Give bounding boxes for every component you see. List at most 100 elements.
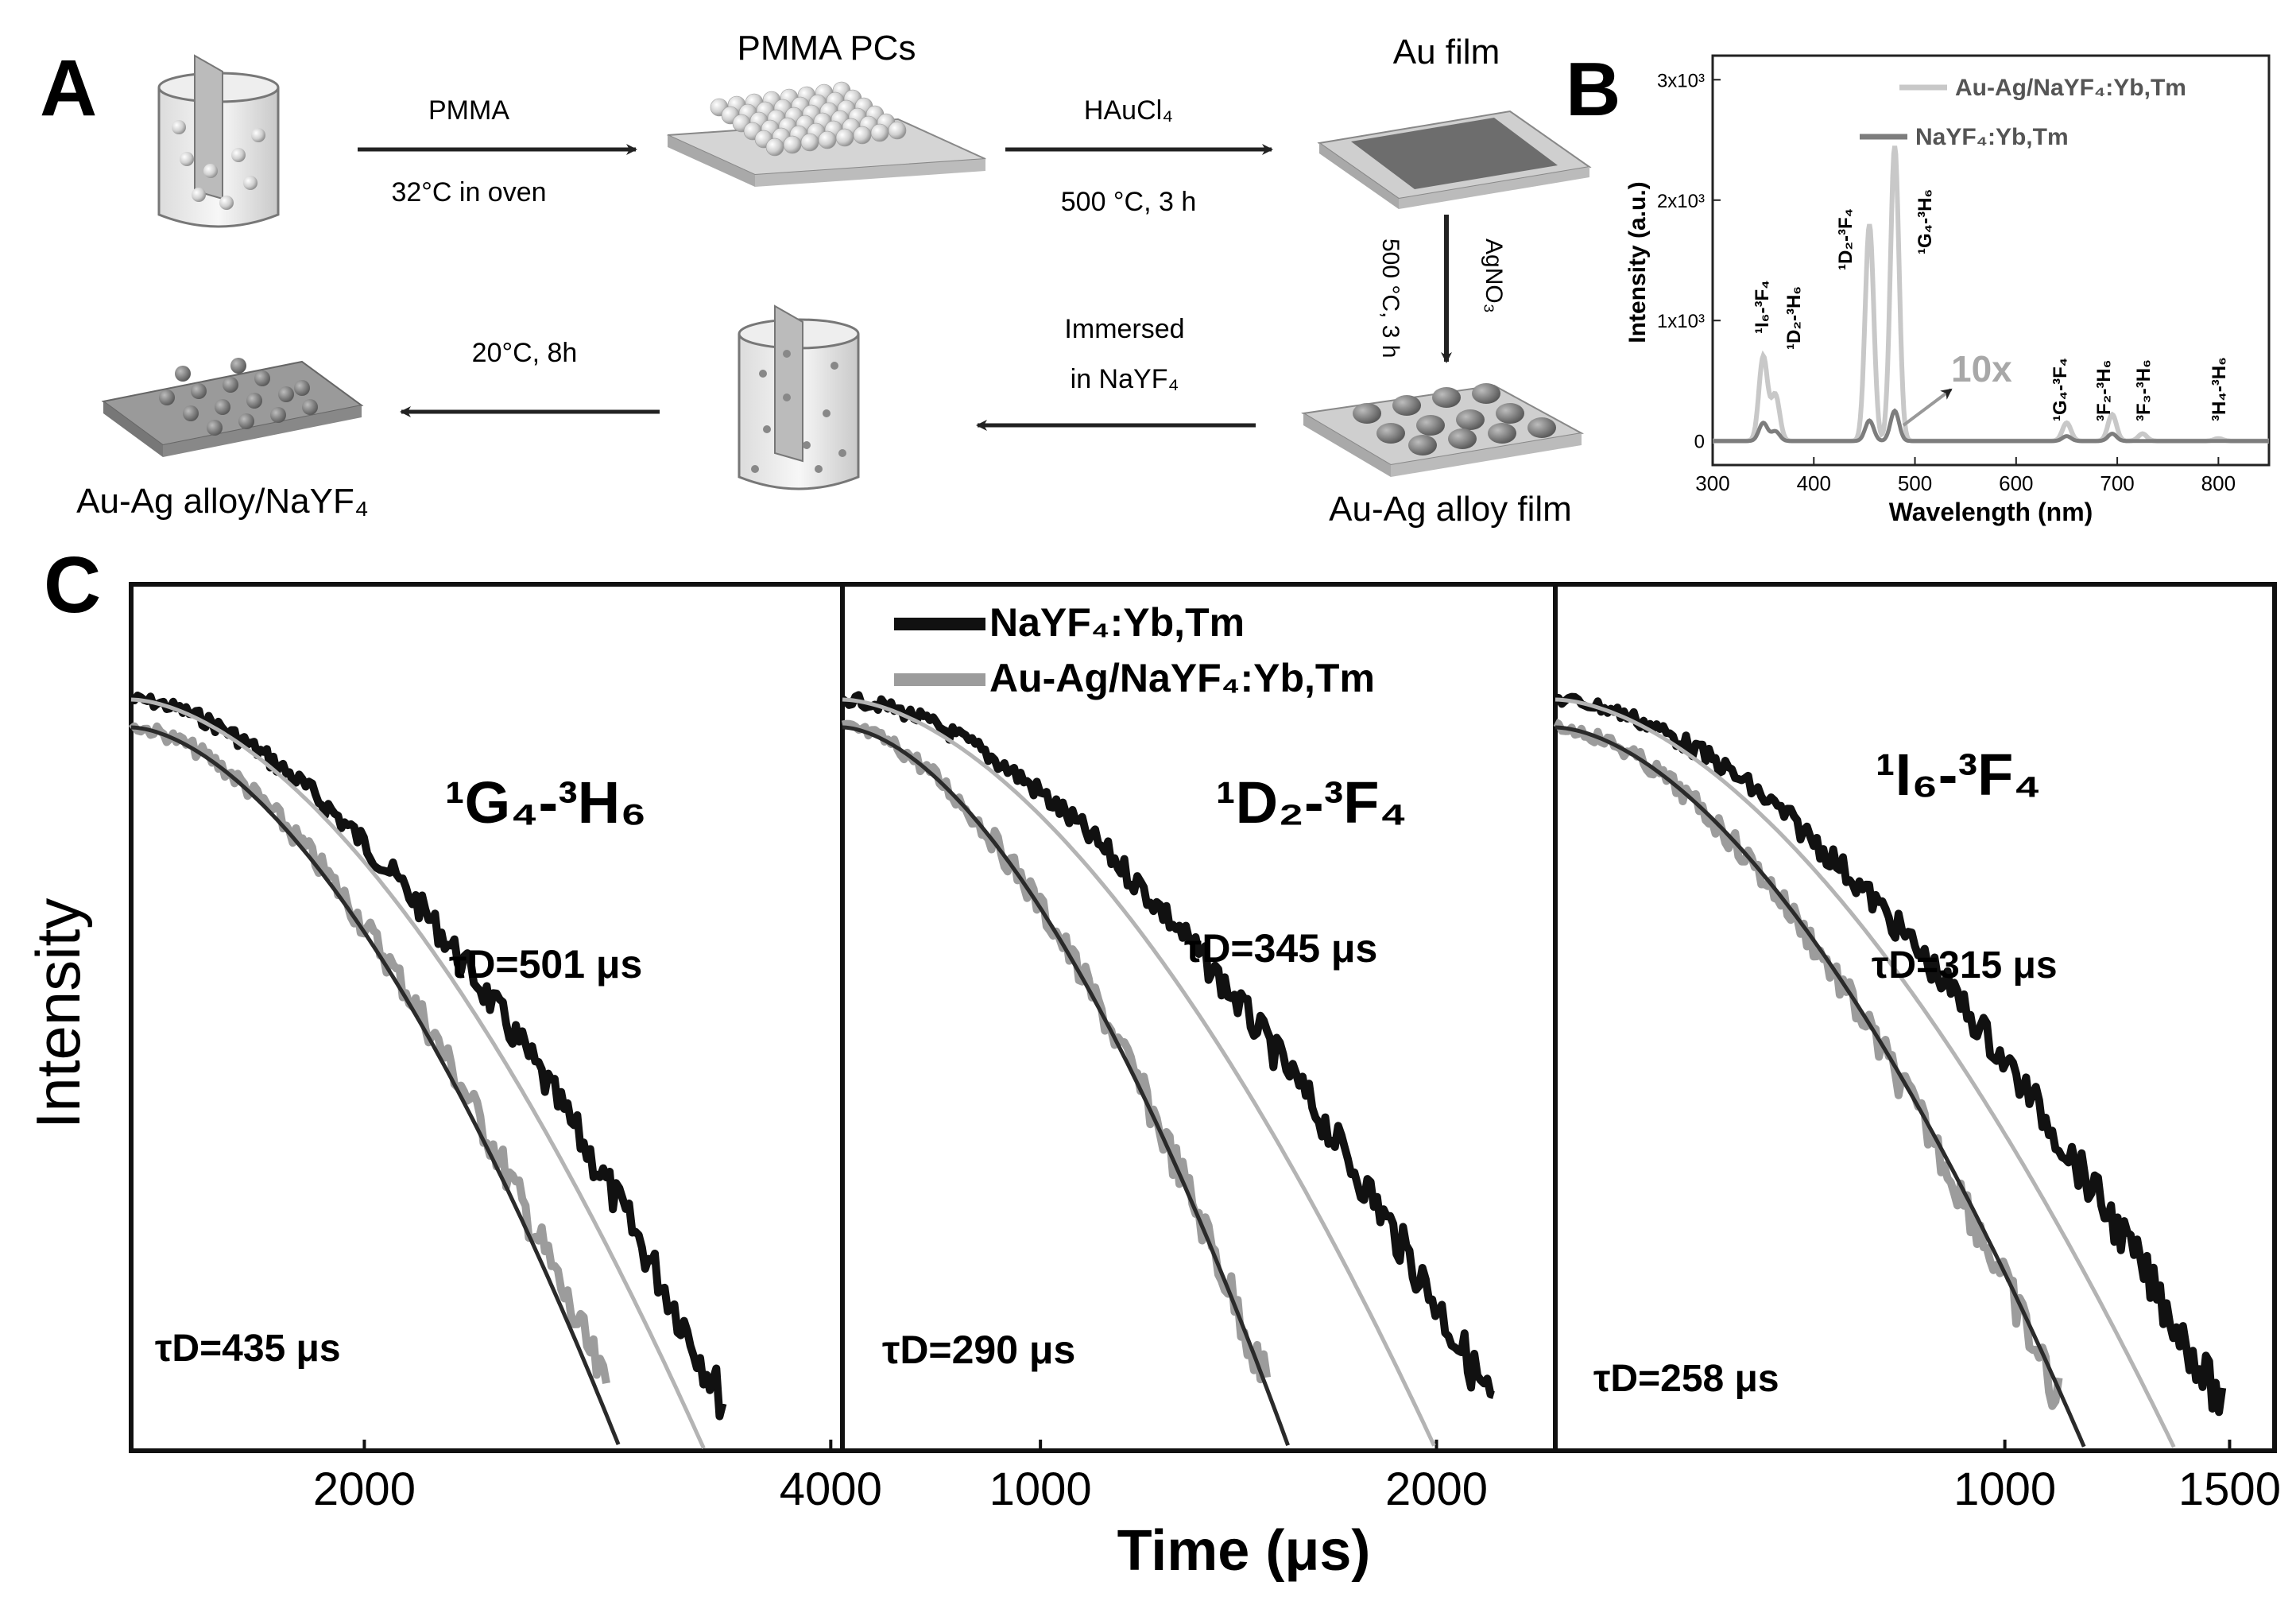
alloy-particle	[1376, 423, 1405, 444]
alloy-particle	[246, 393, 262, 409]
panel-b: B Intensity (a.u.) Wavelength (nm) 300 40…	[1566, 47, 2271, 526]
spectrum-series	[1713, 145, 2269, 444]
x-tick-label: 1000	[989, 1463, 1092, 1515]
arrow3-left-label: 500 °C, 3 h	[1377, 238, 1404, 358]
beaker-nayf4-icon	[738, 304, 860, 490]
transition-label: ³H₄-³H₆	[2209, 357, 2230, 421]
beaker-pmma-icon	[157, 54, 280, 228]
alloy-particle	[1432, 387, 1461, 408]
alloy-particle	[1448, 428, 1477, 449]
transition-label: ³F₃-³H₆	[2133, 359, 2155, 421]
y-tick-label: 1x10³	[1657, 311, 1705, 332]
alloy-particle	[1353, 403, 1381, 424]
decay-plot-3: 1000 1500	[1552, 692, 2281, 1515]
tau-label-1-bottom: τD=435 μs	[155, 1328, 341, 1370]
alloy-film-title: Au-Ag alloy film	[1329, 490, 1572, 529]
pmma-sphere	[800, 133, 819, 152]
ten-x-annotation: 10x	[1951, 348, 2012, 390]
alloy-particle	[230, 358, 246, 374]
nanoparticle	[763, 425, 771, 433]
pmma-pcs-title: PMMA PCs	[738, 29, 916, 68]
decay-plots: 2000 4000 1000 2000 1000 1500	[128, 691, 2281, 1515]
tau-label-3-bottom: τD=258 μs	[1593, 1358, 1779, 1400]
alloy-particle	[215, 399, 230, 415]
transition-title-1: ¹G₄-³H₆	[445, 769, 647, 835]
alloy-particle	[1408, 435, 1437, 455]
transition-label: ¹D₂-³F₄	[1835, 208, 1857, 270]
tau-label-2-top: τD=345 μs	[1184, 926, 1377, 971]
decay-y-axis-label: Intensity	[23, 898, 93, 1129]
alloy-particle	[302, 399, 318, 415]
alloy-particle	[175, 366, 191, 382]
transition-label: ¹I₆-³F₄	[1752, 280, 1773, 334]
pmma-sphere	[818, 130, 837, 149]
nanoparticle	[831, 362, 838, 370]
x-tick-label: 1000	[1953, 1463, 2056, 1515]
pmma-sphere	[783, 135, 802, 154]
arrow2-top-label: HAuCl₄	[1084, 95, 1173, 126]
panel-label-b: B	[1566, 47, 1620, 132]
x-tick-label: 300	[1695, 471, 1729, 495]
au-ag-alloy-nayf4-substrate-icon	[101, 358, 364, 457]
legend-b-au-ag: Au-Ag/NaYF₄:Yb,Tm	[1955, 75, 2186, 101]
x-tick-label: 2000	[1385, 1463, 1488, 1515]
au-ag-alloy-film-icon	[1301, 383, 1585, 477]
transition-title-3: ¹I₆-³F₄	[1876, 742, 2042, 808]
y-tick-label: 0	[1694, 432, 1705, 453]
panel-a: A PMMA 32°C in oven PMMA PCs HAuCl₄ 500 …	[40, 29, 1592, 529]
tau-label-2-bottom: τD=290 μs	[882, 1328, 1075, 1372]
panel-label-a: A	[40, 44, 97, 133]
pmma-pcs-substrate-icon	[667, 81, 986, 187]
alloy-particle	[191, 383, 207, 399]
pmma-sphere	[888, 121, 907, 140]
nanoparticle	[783, 393, 791, 401]
legend-c-au-ag: Au-Ag/NaYF₄:Yb,Tm	[989, 656, 1375, 700]
alloy-particle	[1472, 383, 1500, 404]
alloy-particle	[270, 407, 286, 423]
x-tick-label: 400	[1797, 471, 1831, 495]
alloy-particle	[294, 380, 310, 396]
au-film-substrate-icon	[1317, 110, 1592, 209]
x-tick-label: 2000	[313, 1463, 416, 1515]
transition-label: ³F₂-³H₆	[2093, 359, 2115, 421]
nanoparticle	[759, 370, 767, 378]
tau-label-3-top: τD=315 μs	[1872, 944, 2058, 987]
spectrum-plot-frame	[1711, 54, 2271, 467]
arrow1-top-label: PMMA	[428, 95, 509, 126]
decay-plot-1: 2000 4000	[128, 692, 882, 1515]
decay-fit-nayf4	[1555, 697, 2176, 1448]
decay-frame-3	[1553, 582, 2277, 1453]
alloy-particle	[278, 386, 294, 402]
x-tick-label: 800	[2201, 471, 2236, 495]
alloy-particle	[1392, 395, 1421, 416]
spectrum-axis-ticks: 300 400 500 600 700 800 0 1x10³ 2x10³ 3x10³	[1657, 70, 2236, 495]
spectrum-y-axis-label: Intensity (a.u.)	[1624, 181, 1651, 343]
decay-data-nayf4	[1552, 692, 2227, 1417]
decay-fit-au-ag	[130, 725, 621, 1446]
arrow2-bottom-label: 500 °C, 3 h	[1061, 187, 1196, 217]
nanoparticle	[823, 409, 831, 417]
decay-fit-nayf4	[130, 697, 706, 1449]
decay-data-au-ag	[1553, 719, 2063, 1410]
y-tick-label: 3x10³	[1657, 70, 1705, 91]
decay-x-axis-label: Time (μs)	[1117, 1519, 1371, 1583]
transition-label: ¹G₄-³F₄	[2050, 358, 2071, 421]
x-tick-label: 1500	[2178, 1463, 2281, 1515]
panel-c: C Intensity Time (μs) 2000 4000 1000 2000 10…	[23, 541, 2281, 1583]
alloy-particle	[223, 377, 238, 393]
transition-title-2: ¹D₂-³F₄	[1216, 769, 1407, 835]
alloy-particle	[1416, 415, 1445, 436]
nanoparticle	[838, 449, 846, 457]
alloy-particle	[159, 390, 175, 405]
decay-data-nayf4	[130, 692, 727, 1421]
final-product-title: Au-Ag alloy/NaYF₄	[76, 482, 369, 521]
pmma-sphere	[870, 123, 889, 142]
decay-fit-au-ag	[1555, 725, 2086, 1448]
alloy-particle	[1496, 403, 1524, 424]
spectrum-transition-labels: ¹I₆-³F₄ ¹D₂-³H₆ ¹D₂-³F₄ ¹G₄-³H₆ ¹G₄-³F₄ ³F₂-³…	[1752, 189, 2230, 421]
pmma-sphere	[765, 138, 784, 157]
nanoparticle	[815, 465, 823, 473]
panel-label-c: C	[44, 541, 101, 630]
nanoparticle	[783, 350, 791, 358]
nanoparticle	[803, 441, 811, 449]
